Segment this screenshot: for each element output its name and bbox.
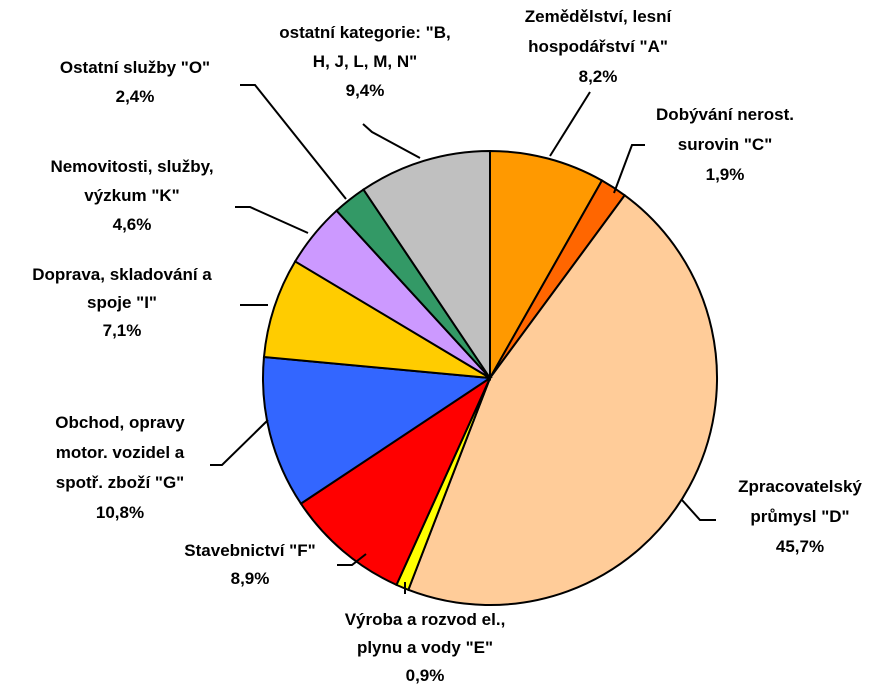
value-label: 7,1% (103, 321, 142, 340)
slices (262, 149, 718, 606)
category-label: Zpracovatelský průmysl "D" (738, 477, 862, 526)
leader-line (549, 91, 591, 157)
value-label: 10,8% (96, 503, 144, 522)
leader-line (613, 144, 645, 194)
value-label: 2,4% (116, 87, 155, 106)
category-label: Obchod, opravy motor. vozidel a spotř. zbo… (55, 413, 185, 492)
category-label: Ostatní služby "O" (60, 58, 210, 77)
slice (299, 375, 493, 587)
leader-lines (210, 84, 716, 594)
category-label: Nemovitosti, služby, výzkum "K" (50, 157, 213, 205)
category-label: ostatní kategorie: "B, H, J, L, M, N" (279, 23, 450, 71)
category-label: Stavebnictví "F" (184, 541, 315, 560)
value-label: 9,4% (346, 81, 385, 100)
value-label: 45,7% (776, 537, 824, 556)
category-label: Dobývání nerost. surovin "C" (656, 105, 794, 154)
slice (407, 193, 718, 606)
leader-line (681, 499, 716, 521)
leader-line (240, 84, 347, 200)
category-label: Doprava, skladování a spoje "I" (32, 265, 212, 312)
value-label: 1,9% (706, 165, 745, 184)
category-label: Výroba a rozvod el., plynu a vody "E" (345, 610, 506, 657)
leader-line (210, 419, 269, 466)
leader-line (235, 206, 309, 234)
slice (489, 149, 604, 382)
value-label: 4,6% (113, 215, 152, 234)
slice (262, 355, 493, 506)
slice (362, 149, 491, 382)
slice (262, 260, 491, 379)
value-label: 0,9% (406, 666, 445, 685)
category-label: Zemědělství, lesní hospodářství "A" (525, 7, 673, 56)
value-label: 8,2% (579, 67, 618, 86)
value-label: 8,9% (231, 569, 270, 588)
leader-line (337, 553, 367, 566)
leader-line (362, 123, 421, 159)
